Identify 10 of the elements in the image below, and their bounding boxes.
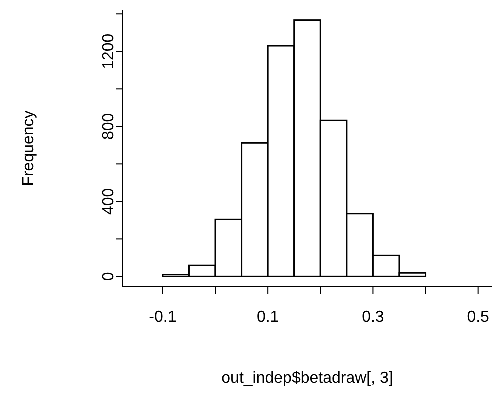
y-axis-title: Frequency <box>20 110 38 186</box>
y-tick-label: 800 <box>100 113 118 140</box>
x-axis-title: out_indep$betadraw[, 3] <box>222 370 394 387</box>
x-tick-label: -0.1 <box>149 309 177 326</box>
y-tick-label: 400 <box>100 188 118 216</box>
x-tick-label: 0.5 <box>467 309 490 326</box>
x-tick-label: 0.1 <box>256 309 280 326</box>
x-tick-label: 0.3 <box>362 309 384 326</box>
y-tick-label: 1200 <box>100 34 118 70</box>
y-tick-label: 0 <box>100 272 118 282</box>
